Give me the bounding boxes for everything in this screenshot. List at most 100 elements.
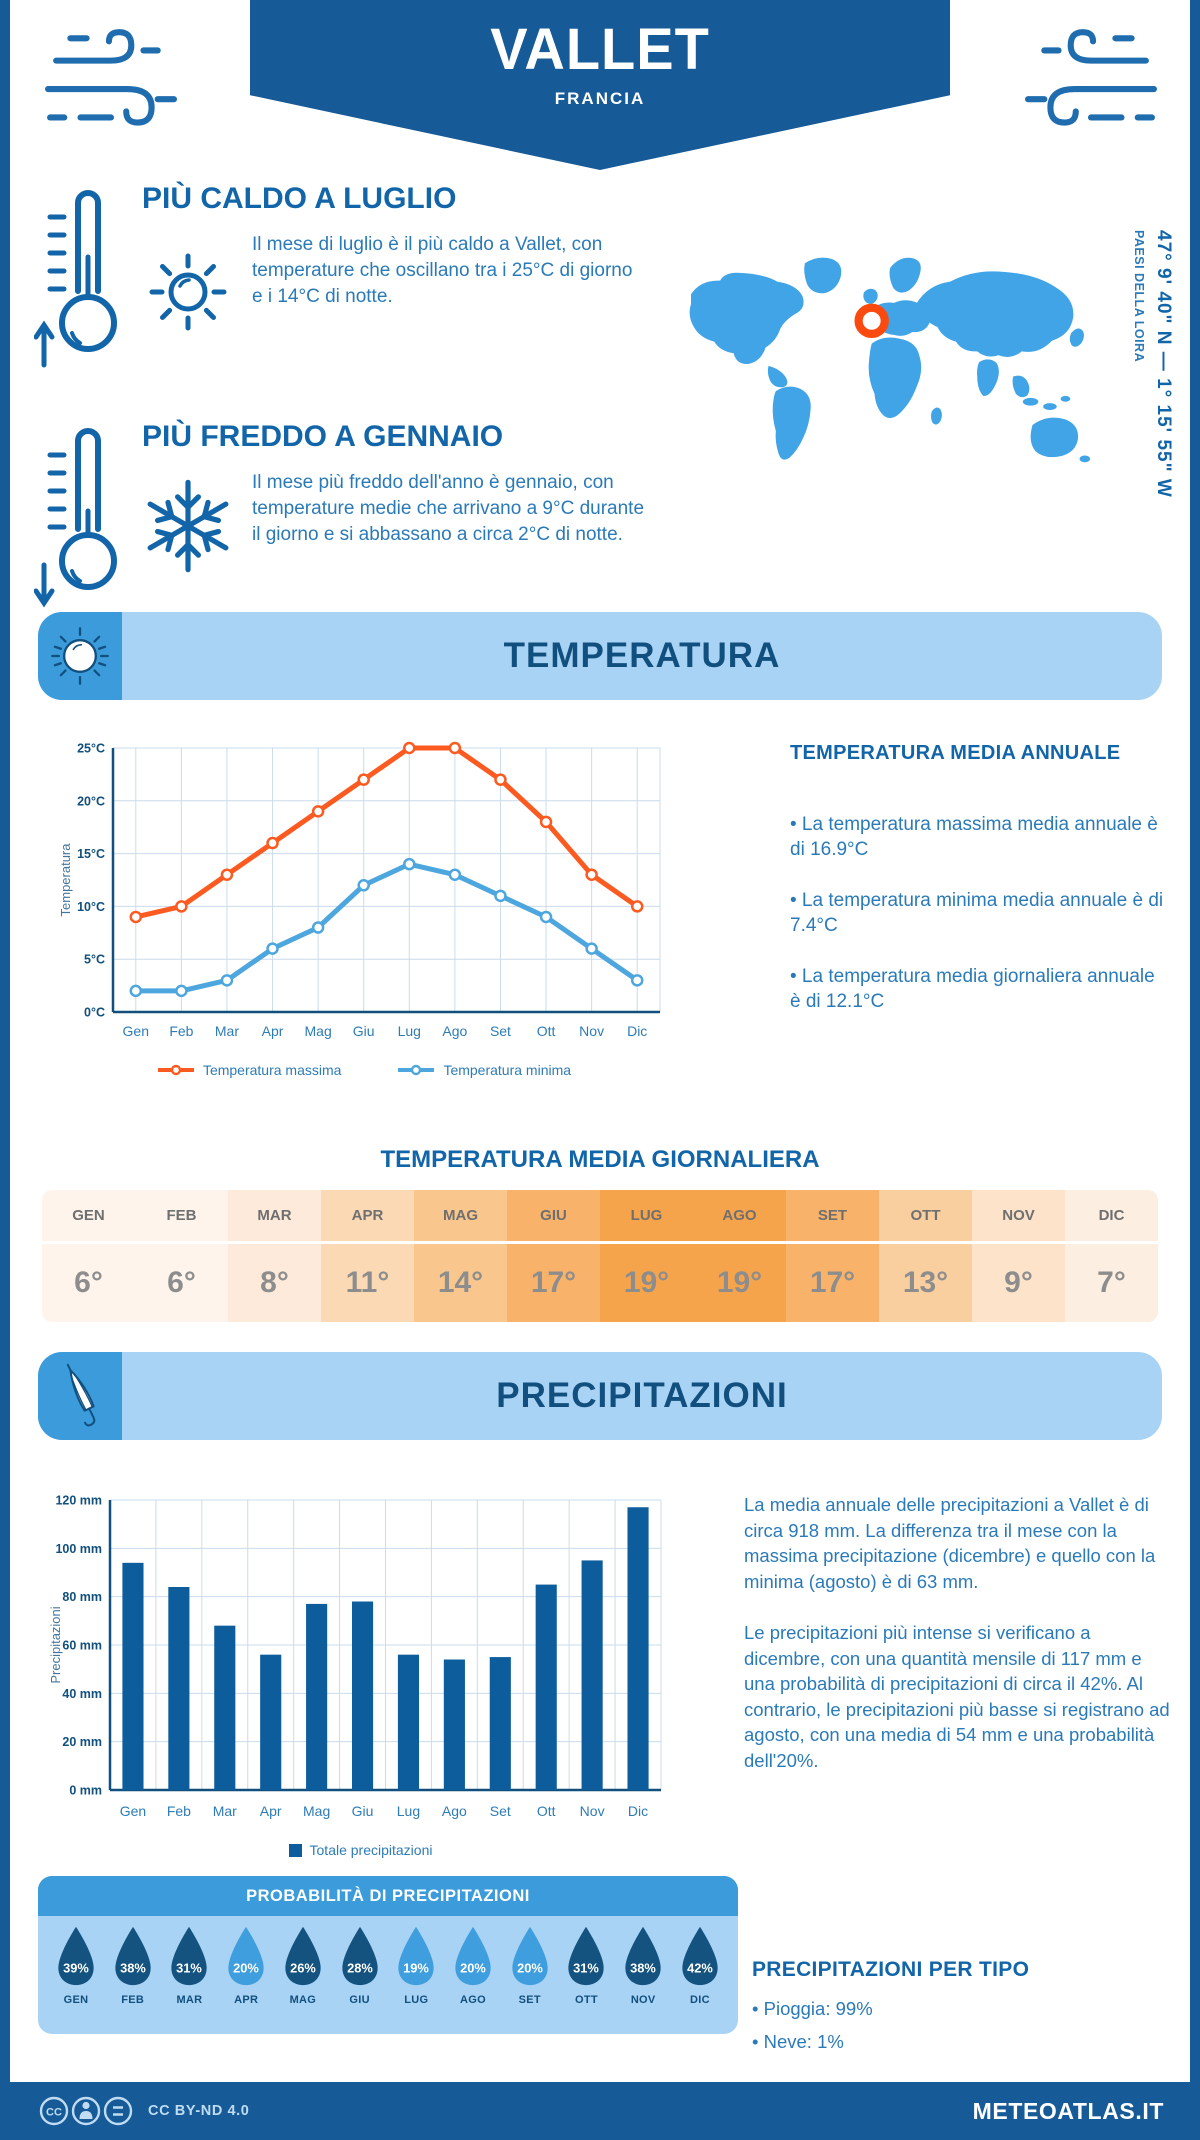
continent-south-america	[772, 386, 811, 460]
daily-temp-column: AGO 19°	[693, 1190, 786, 1322]
month-label: DIC	[1065, 1190, 1158, 1244]
month-label: GEN	[63, 1994, 89, 2006]
probability-droplets: 39% GEN 38% FEB 31% MAR 20% APR 26% MAG 28% GIU 19% L…	[38, 1916, 738, 2006]
month-label: AGO	[693, 1190, 786, 1244]
month-label: MAG	[414, 1190, 507, 1244]
daily-temp-column: LUG 19°	[600, 1190, 693, 1322]
month-label: FEB	[121, 1994, 145, 2006]
svg-text:Temperatura: Temperatura	[58, 843, 73, 917]
no-derivatives-icon	[103, 2096, 133, 2126]
raindrop-icon: 20%	[228, 1926, 264, 1986]
temperature-line-chart: 0°C 5°C 10°C 15°C 20°C 25°C Gen Feb Mar Apr Mag Giu…	[58, 742, 661, 1039]
right-border	[1190, 0, 1200, 2082]
svg-text:Set: Set	[490, 1803, 511, 1819]
probability-droplet: 20% APR	[220, 1925, 272, 2006]
cold-title: PIÙ FREDDO A GENNAIO	[142, 420, 504, 453]
cc-license-icons: CC	[39, 2096, 133, 2126]
precipitation-paragraph: Le precipitazioni più intense si verific…	[744, 1622, 1170, 1771]
temperature-value: 6°	[74, 1266, 103, 1299]
svg-text:Feb: Feb	[167, 1803, 191, 1819]
legend-label: Totale precipitazioni	[309, 1842, 433, 1858]
precipitation-description: La media annuale delle precipitazioni a …	[744, 1492, 1172, 1799]
thermometer-down-icon	[34, 428, 117, 608]
page-title: VALLET	[490, 15, 710, 82]
temperature-value: 14°	[437, 1266, 484, 1299]
raindrop-icon: 20%	[455, 1926, 491, 1986]
month-label: LUG	[404, 1994, 429, 2006]
month-label: SET	[518, 1994, 541, 2006]
temperature-value: 9°	[1004, 1266, 1033, 1299]
svg-text:Apr: Apr	[262, 1023, 284, 1039]
month-label: OTT	[879, 1190, 972, 1244]
daily-temp-column: GEN 6°	[42, 1190, 135, 1322]
temperature-value: 13°	[902, 1266, 949, 1299]
svg-text:15°C: 15°C	[77, 847, 105, 861]
continent-africa	[868, 337, 922, 419]
precipitation-types-title: PRECIPITAZIONI PER TIPO	[752, 1958, 1030, 1981]
month-label: GEN	[42, 1190, 135, 1244]
daily-temp-column: MAG 14°	[414, 1190, 507, 1322]
precipitation-type-item: • Pioggia: 99%	[752, 1998, 873, 2019]
svg-text:Lug: Lug	[398, 1023, 421, 1039]
svg-text:10°C: 10°C	[77, 900, 105, 914]
daily-temp-column: DIC 7°	[1065, 1190, 1158, 1322]
legend-square-swatch	[288, 1843, 302, 1857]
raindrop-icon: 39%	[58, 1926, 94, 1986]
temperature-section-banner: TEMPERATURA	[38, 612, 1162, 700]
svg-text:28%: 28%	[347, 1961, 373, 1976]
hot-text: Il mese di luglio è il più caldo a Valle…	[252, 234, 633, 307]
probability-droplet: 20% AGO	[447, 1925, 499, 2006]
geo-coordinates-block: 47° 9' 40" N — 1° 15' 55" W PAESI DELLA …	[1116, 230, 1174, 630]
svg-text:31%: 31%	[177, 1961, 203, 1976]
svg-text:40 mm: 40 mm	[62, 1687, 102, 1701]
svg-text:25°C: 25°C	[77, 742, 105, 756]
svg-text:Gen: Gen	[120, 1803, 146, 1819]
svg-text:Mar: Mar	[215, 1023, 239, 1039]
svg-text:Ott: Ott	[537, 1803, 556, 1819]
temperature-value: 19°	[623, 1266, 670, 1299]
month-label: GIU	[349, 1994, 370, 2006]
raindrop-icon: 26%	[285, 1926, 321, 1986]
raindrop-icon: 38%	[625, 1926, 661, 1986]
svg-text:Gen: Gen	[123, 1023, 149, 1039]
wind-icon	[44, 29, 177, 126]
raindrop-icon: 42%	[682, 1926, 718, 1986]
svg-text:39%: 39%	[63, 1961, 89, 1976]
annual-temperature-title: TEMPERATURA MEDIA ANNUALE	[790, 742, 1121, 764]
coordinates-text: 47° 9' 40" N — 1° 15' 55" W	[1153, 230, 1174, 498]
annual-bullet: • La temperatura media giornaliera annua…	[790, 966, 1155, 1013]
month-label: AGO	[460, 1994, 487, 2006]
footer: CC CC BY-ND 4.0 METEOATLAS.IT	[0, 2082, 1200, 2140]
annual-bullet: • La temperatura massima media annuale è…	[790, 814, 1158, 861]
probability-droplet: 20% SET	[504, 1925, 556, 2006]
daily-temp-column: MAR 8°	[228, 1190, 321, 1322]
daily-temp-column: FEB 6°	[135, 1190, 228, 1322]
month-label: MAG	[289, 1994, 317, 2006]
continent-greenland	[804, 257, 842, 294]
annual-temperature-bullets: • La temperatura massima media annuale è…	[790, 812, 1168, 1040]
svg-text:Lug: Lug	[397, 1803, 420, 1819]
legend-label: Temperatura minima	[443, 1062, 572, 1078]
precipitation-chart-legend: Totale precipitazioni	[48, 1842, 673, 1858]
svg-text:20%: 20%	[517, 1961, 543, 1976]
svg-text:38%: 38%	[630, 1961, 656, 1976]
wind-icon	[1025, 29, 1158, 126]
cc-icon	[39, 2096, 69, 2126]
raindrop-icon: 31%	[171, 1926, 208, 1986]
svg-text:Ago: Ago	[442, 1803, 467, 1819]
svg-text:Nov: Nov	[579, 1023, 604, 1039]
svg-text:60 mm: 60 mm	[62, 1639, 102, 1653]
cold-text: Il mese più freddo dell'anno è gennaio, …	[252, 472, 645, 545]
svg-text:20%: 20%	[460, 1961, 486, 1976]
legend-line-swatch	[398, 1064, 435, 1076]
attribution-icon	[71, 2096, 101, 2126]
month-label: FEB	[135, 1190, 228, 1244]
page-subtitle: FRANCIA	[554, 89, 646, 108]
svg-text:Ago: Ago	[442, 1023, 467, 1039]
svg-text:20%: 20%	[233, 1961, 259, 1976]
continent-asia	[915, 271, 1074, 357]
svg-text:80 mm: 80 mm	[62, 1590, 102, 1604]
raindrop-icon: 38%	[115, 1926, 151, 1986]
probability-title: PROBABILITÀ DI PRECIPITAZIONI	[38, 1876, 738, 1916]
legend-label: Temperatura massima	[202, 1062, 342, 1078]
